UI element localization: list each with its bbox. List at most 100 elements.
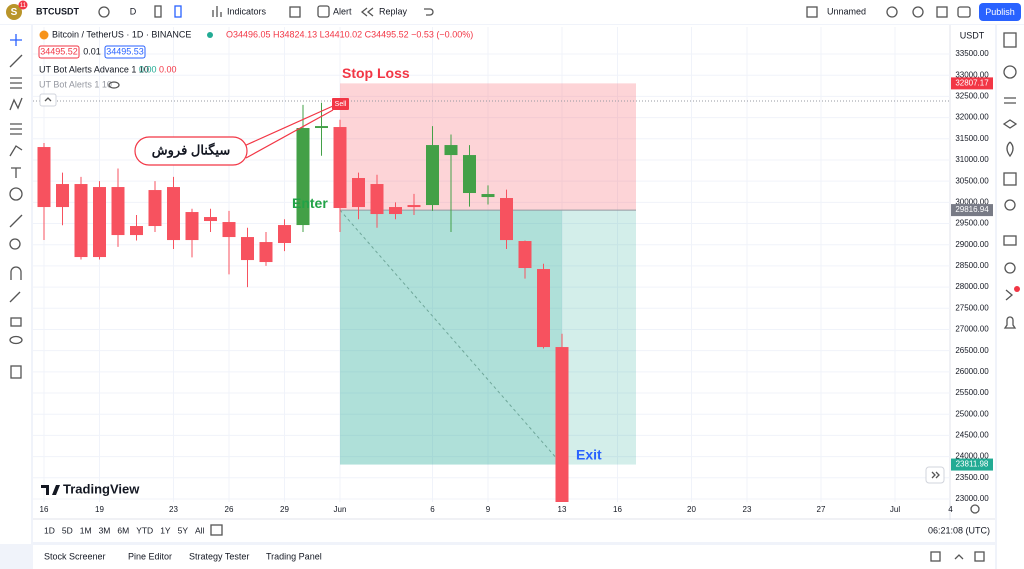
x-tick-label: 6 xyxy=(430,505,435,514)
range-button[interactable]: 6M xyxy=(117,525,129,535)
ruler-tool[interactable] xyxy=(9,214,23,228)
stop-loss-label: Stop Loss xyxy=(342,65,410,81)
layers-icon[interactable] xyxy=(1002,119,1018,129)
settings-icon[interactable] xyxy=(912,6,924,18)
indicator-2[interactable]: UT Bot Alerts 1 10 xyxy=(39,79,112,89)
candle-body xyxy=(93,187,106,258)
add-symbol-icon[interactable] xyxy=(98,6,110,18)
bars-icon[interactable] xyxy=(154,5,162,18)
ideas-icon[interactable] xyxy=(1004,199,1016,211)
hotlist-icon[interactable] xyxy=(1006,141,1014,158)
chat-icon[interactable] xyxy=(1003,235,1017,246)
range-button[interactable]: 1M xyxy=(80,525,92,535)
callout-bubble xyxy=(134,136,248,166)
price-tag-label: 29816.94 xyxy=(955,205,989,214)
indicators[interactable]: Indicators xyxy=(227,6,267,16)
x-tick-label: 29 xyxy=(280,505,289,514)
plot-area xyxy=(33,27,950,502)
x-tick-label: 13 xyxy=(558,505,567,514)
x-tick-label: 16 xyxy=(613,505,622,514)
panel-tab[interactable]: Stock Screener xyxy=(44,551,106,561)
x-tick-label: 27 xyxy=(817,505,826,514)
sell-label: Sell xyxy=(335,101,347,108)
candle-body xyxy=(74,184,88,258)
zoom-tool[interactable] xyxy=(9,238,21,250)
panel-tab[interactable]: Trading Panel xyxy=(266,551,322,561)
ask-box[interactable] xyxy=(104,45,146,59)
panel-maximize[interactable] xyxy=(974,551,985,562)
range-button[interactable]: YTD xyxy=(136,525,153,535)
stay-drawing-tool[interactable] xyxy=(9,291,21,303)
publish-button[interactable] xyxy=(979,3,1021,21)
range-button[interactable]: 3M xyxy=(99,525,111,535)
chart-panel xyxy=(33,25,995,542)
remove-tool[interactable] xyxy=(10,365,22,379)
trend-line-tool[interactable] xyxy=(9,54,23,68)
range-button[interactable]: 1D xyxy=(44,525,55,535)
x-tick-label: 23 xyxy=(743,505,752,514)
drawing-tools xyxy=(9,34,23,379)
y-tick-label: 24500.00 xyxy=(955,431,989,440)
notifications-icon[interactable] xyxy=(1003,316,1017,329)
lock-tool[interactable] xyxy=(10,317,22,327)
datawindow-icon[interactable] xyxy=(1004,97,1016,104)
y-tick-label: 32000.00 xyxy=(955,113,989,122)
x-tick-label: Jul xyxy=(890,505,900,514)
panel-tab[interactable]: Pine Editor xyxy=(128,551,172,561)
layout-checkbox[interactable] xyxy=(806,6,818,18)
playback-icon[interactable] xyxy=(1005,289,1014,301)
search-icon[interactable] xyxy=(886,6,898,18)
y-tick-label: 24000.00 xyxy=(955,452,989,461)
symbol[interactable]: BTCUSDT xyxy=(36,6,79,16)
watchlist-icon[interactable] xyxy=(1003,32,1017,48)
y-tick-label: 28000.00 xyxy=(955,282,989,291)
goto-date-icon[interactable] xyxy=(210,524,223,536)
range-button[interactable]: 5Y xyxy=(178,525,189,535)
entry-label: Enter xyxy=(292,195,328,211)
icon-tool[interactable] xyxy=(9,187,23,201)
range-button[interactable]: All xyxy=(195,525,205,535)
x-tick-label: Jun xyxy=(334,505,347,514)
fullscreen-icon[interactable] xyxy=(936,6,948,18)
y-tick-label: 26000.00 xyxy=(955,367,989,376)
visibility-icon[interactable] xyxy=(108,81,120,89)
indicator-1[interactable]: UT Bot Alerts Advance 1 10 xyxy=(39,64,149,74)
panel-icon[interactable] xyxy=(930,551,941,562)
pattern-tool[interactable] xyxy=(9,97,23,111)
range-button[interactable]: 1Y xyxy=(160,525,171,535)
candle-body xyxy=(204,217,217,222)
panel-tab[interactable]: Strategy Tester xyxy=(189,551,249,561)
templates-icon[interactable] xyxy=(289,6,301,18)
streams-icon[interactable] xyxy=(1004,262,1016,274)
snapshot-icon[interactable] xyxy=(957,6,971,18)
currency[interactable]: USDT xyxy=(960,30,985,40)
collapse-button[interactable] xyxy=(39,93,57,107)
left-toolbar xyxy=(0,25,31,544)
callout-text: سیگنال فروش xyxy=(152,141,231,158)
interval[interactable]: D xyxy=(130,6,137,16)
crosshair-tool[interactable] xyxy=(10,34,22,46)
alert[interactable]: Alert xyxy=(333,6,352,16)
text-tool[interactable] xyxy=(11,167,21,178)
fib-tool[interactable] xyxy=(10,77,22,89)
candles-icon[interactable] xyxy=(174,5,182,18)
axis-settings[interactable] xyxy=(970,504,980,514)
magnet-tool[interactable] xyxy=(10,266,22,280)
range-button[interactable]: 5D xyxy=(62,525,73,535)
calendar-icon[interactable] xyxy=(1003,172,1017,186)
candle-body xyxy=(444,145,458,156)
indicators-icon xyxy=(212,6,222,17)
avatar[interactable] xyxy=(6,4,22,20)
undo-icon[interactable] xyxy=(424,8,434,16)
alerts-icon[interactable] xyxy=(1003,65,1017,79)
bid-box[interactable] xyxy=(38,45,80,59)
replay[interactable]: Replay xyxy=(379,6,408,16)
brush-tool[interactable] xyxy=(9,145,23,157)
panel-toggle[interactable] xyxy=(954,554,964,560)
hide-tool[interactable] xyxy=(9,335,23,345)
trade-path xyxy=(339,209,563,465)
projection-tool[interactable] xyxy=(10,123,22,135)
layout-name[interactable]: Unnamed xyxy=(827,6,866,16)
price-tag-label: 23811.98 xyxy=(956,460,989,469)
